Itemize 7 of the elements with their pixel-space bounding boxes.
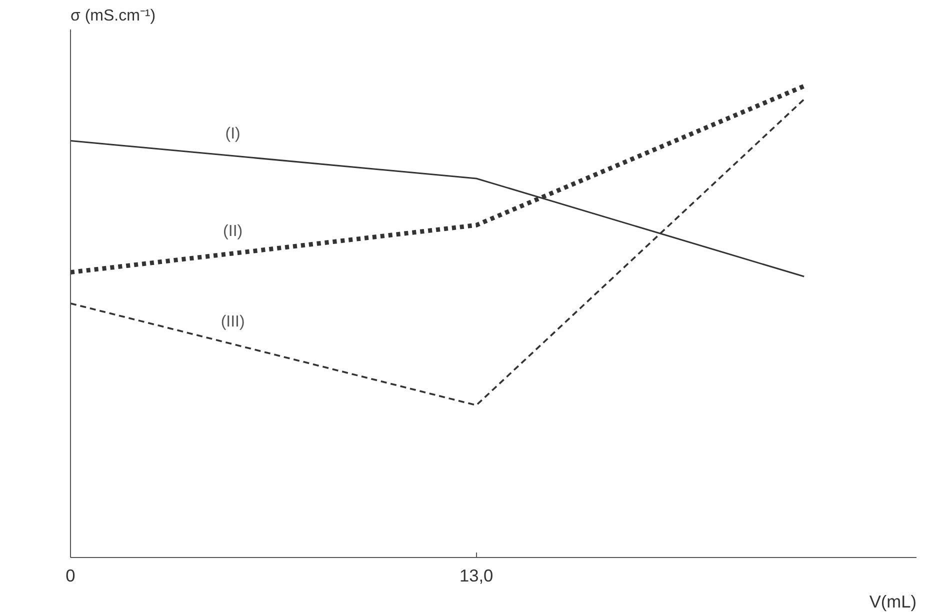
series-label: (I) <box>225 125 240 142</box>
x-tick-label: 13,0 <box>459 566 494 586</box>
x-tick-label: 0 <box>66 566 76 586</box>
y-axis-title: σ (mS.cm⁻¹) <box>70 8 156 24</box>
x-axis-title: V(mL) <box>869 592 916 612</box>
series-label: (III) <box>220 314 245 331</box>
series-label: (II) <box>223 222 243 240</box>
